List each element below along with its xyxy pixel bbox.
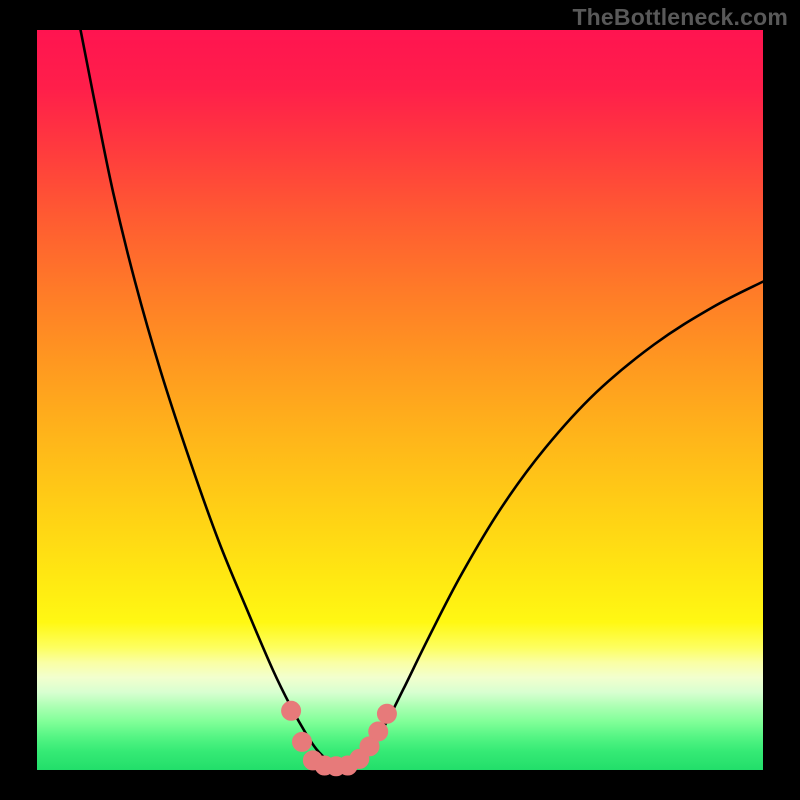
watermark-text: TheBottleneck.com <box>572 4 788 31</box>
chart-plot-area <box>37 30 763 770</box>
data-marker <box>369 722 388 741</box>
data-marker <box>282 701 301 720</box>
bottleneck-curve-chart <box>0 0 800 800</box>
data-marker <box>292 732 311 751</box>
data-marker <box>377 704 396 723</box>
